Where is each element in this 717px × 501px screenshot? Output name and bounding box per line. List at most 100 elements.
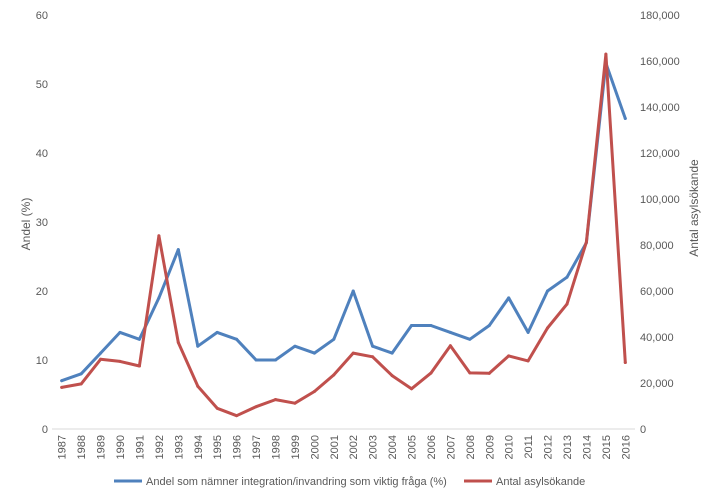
data-point xyxy=(410,387,414,391)
x-tick-label: 2000 xyxy=(309,435,321,459)
x-tick-label: 2009 xyxy=(484,435,496,459)
x-tick-label: 2005 xyxy=(407,435,419,459)
data-point xyxy=(157,234,161,238)
legend-label-asylum: Antal asylsökande xyxy=(496,476,585,488)
data-point xyxy=(448,344,452,348)
x-tick-label: 2014 xyxy=(581,435,593,459)
data-point xyxy=(410,324,414,327)
x-tick-label: 2004 xyxy=(387,435,399,459)
data-point xyxy=(254,358,258,362)
data-point xyxy=(137,337,141,341)
data-point xyxy=(157,296,161,300)
data-point xyxy=(312,351,316,355)
x-tick-label: 1992 xyxy=(154,435,166,459)
x-tick-label: 2002 xyxy=(348,435,360,459)
data-point xyxy=(293,344,297,348)
x-tick-label: 2006 xyxy=(426,435,438,459)
right-tick-label: 120,000 xyxy=(640,148,680,160)
data-point xyxy=(176,248,180,252)
data-point xyxy=(546,289,550,293)
data-point xyxy=(429,324,433,327)
data-point xyxy=(507,354,511,358)
data-point xyxy=(332,337,336,341)
right-tick-label: 40,000 xyxy=(640,332,674,344)
data-point xyxy=(99,357,103,361)
plot-area xyxy=(52,52,635,430)
x-tick-label: 1997 xyxy=(251,435,263,459)
right-tick-label: 160,000 xyxy=(640,56,680,68)
right-tick-label: 20,000 xyxy=(640,378,674,390)
data-point xyxy=(487,324,491,327)
left-tick-label: 30 xyxy=(36,217,48,229)
right-tick-label: 180,000 xyxy=(640,10,680,22)
data-point xyxy=(99,351,103,355)
left-tick-label: 50 xyxy=(36,79,48,91)
data-point xyxy=(60,385,64,389)
x-tick-label: 1989 xyxy=(96,435,108,459)
data-point xyxy=(312,390,316,394)
x-tick-label: 1988 xyxy=(76,435,88,459)
right-axis-ticks: 0 20,000 40,000 60,000 80,000 100,000 120,000 1… xyxy=(640,10,680,436)
data-point xyxy=(565,302,569,306)
x-axis-ticks: 1987 1988 1989 1990 1991 1992 1993 1994 1995 1996… xyxy=(57,435,633,459)
data-point xyxy=(137,364,141,368)
right-tick-label: 140,000 xyxy=(640,102,680,114)
data-point xyxy=(546,326,550,330)
x-tick-label: 1998 xyxy=(270,435,282,459)
data-point xyxy=(507,296,511,300)
x-tick-label: 2001 xyxy=(329,435,341,459)
data-point xyxy=(371,355,375,359)
left-tick-label: 60 xyxy=(36,10,48,22)
x-tick-label: 1990 xyxy=(115,435,127,459)
x-tick-label: 2015 xyxy=(601,435,613,459)
right-axis-title: Antal asylsökande xyxy=(687,159,701,257)
x-tick-label: 1994 xyxy=(193,435,205,459)
x-tick-label: 2013 xyxy=(562,435,574,459)
x-tick-label: 2011 xyxy=(523,435,535,459)
right-tick-label: 80,000 xyxy=(640,240,674,252)
x-tick-label: 1987 xyxy=(57,435,69,459)
data-point xyxy=(332,373,336,377)
left-tick-label: 40 xyxy=(36,148,48,160)
x-tick-label: 1993 xyxy=(173,435,185,459)
data-point xyxy=(118,359,122,363)
x-tick-label: 2010 xyxy=(504,435,516,459)
data-point xyxy=(623,361,627,365)
left-tick-label: 10 xyxy=(36,355,48,367)
data-point xyxy=(235,414,239,418)
data-point xyxy=(235,337,239,341)
data-point xyxy=(429,371,433,375)
x-tick-label: 1996 xyxy=(232,435,244,459)
data-point xyxy=(196,384,200,388)
legend: Andel som nämner integration/invandring … xyxy=(114,476,585,488)
data-point xyxy=(176,341,180,345)
data-point xyxy=(390,374,394,378)
x-tick-label: 2003 xyxy=(368,435,380,459)
data-point xyxy=(118,330,122,334)
x-tick-label: 2008 xyxy=(465,435,477,459)
data-point xyxy=(448,330,452,334)
line-share-percent xyxy=(60,61,627,383)
data-point xyxy=(79,372,83,376)
legend-label-share: Andel som nämner integration/invandring … xyxy=(146,476,447,488)
x-tick-label: 2007 xyxy=(445,435,457,459)
left-tick-label: 20 xyxy=(36,286,48,298)
data-point xyxy=(468,337,472,341)
x-tick-label: 2012 xyxy=(543,435,555,459)
x-tick-label: 2016 xyxy=(620,435,632,459)
data-point xyxy=(468,371,472,375)
data-point xyxy=(351,351,355,355)
data-point xyxy=(273,398,277,402)
line-asylum-seekers xyxy=(60,52,627,418)
data-point xyxy=(371,344,375,348)
x-tick-label: 1995 xyxy=(212,435,224,459)
data-point xyxy=(623,117,627,120)
left-tick-label: 0 xyxy=(42,424,48,436)
data-point xyxy=(79,382,83,386)
data-point xyxy=(390,351,394,355)
data-point xyxy=(215,330,219,334)
data-point xyxy=(293,401,297,405)
data-point xyxy=(254,405,258,409)
